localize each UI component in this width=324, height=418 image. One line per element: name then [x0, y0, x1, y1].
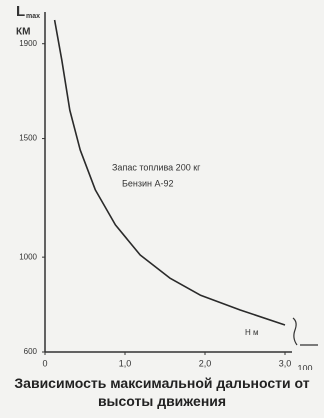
y-label-unit: КМ	[16, 27, 30, 38]
y-tick-label: 1000	[19, 252, 37, 261]
annotation: Запас топлива 200 кг	[112, 162, 201, 172]
line-series	[53, 19, 286, 326]
y-tick-label: 600	[24, 347, 38, 356]
x-axis-label: Н м	[245, 328, 259, 337]
x-tick-label: 1,0	[119, 358, 132, 368]
y-label-symbol: L	[16, 3, 25, 20]
annotation: Бензин А-92	[122, 178, 174, 188]
y-tick-label: 1500	[19, 134, 37, 143]
axis-break	[292, 317, 298, 346]
chart-title: Зависимость максимальной дальности от вы…	[14, 375, 310, 409]
y-tick-label: 1900	[19, 39, 37, 48]
y-label-subscript: max	[26, 13, 40, 20]
chart: L max КМ Запас топлива 200 кг Бензин А-9…	[16, 3, 318, 370]
annotation: 100	[297, 363, 312, 370]
x-tick-label: 0	[42, 358, 47, 368]
x-tick-label: 3,0	[279, 358, 292, 368]
x-tick-label: 2,0	[199, 358, 212, 368]
